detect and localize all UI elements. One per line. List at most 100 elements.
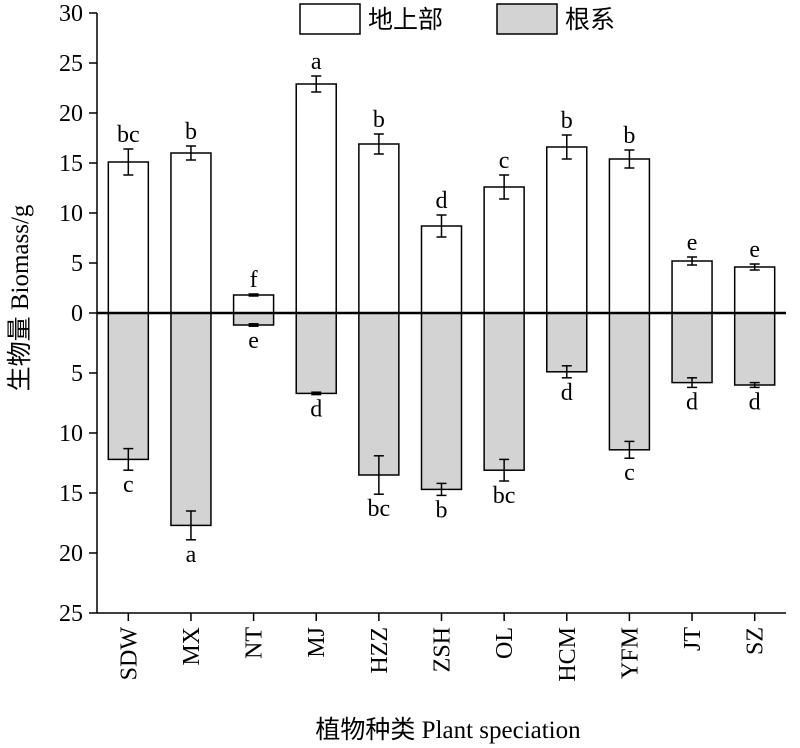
bar-aboveground-jt — [671, 260, 713, 314]
y-tick-label-upper-30: 30 — [59, 1, 83, 27]
errorbar-aboveground-hcm — [561, 134, 572, 160]
legend-swatch-root — [496, 3, 558, 35]
x-tick-label-mx: MX — [179, 627, 205, 666]
sig-label-root-yfm: c — [624, 460, 635, 486]
sig-label-root-sdw: c — [123, 472, 134, 498]
errorbar-root-mx — [185, 510, 196, 541]
bar-aboveground-mx — [170, 152, 212, 314]
bar-root-hcm — [546, 312, 588, 373]
x-tick-label-sz: SZ — [743, 627, 769, 655]
sig-label-aboveground-zsh: d — [436, 188, 448, 214]
y-tick-label-upper-15: 15 — [59, 151, 83, 177]
bar-root-zsh — [420, 312, 463, 491]
errorbar-aboveground-sz — [749, 263, 760, 271]
legend-swatch-aboveground — [299, 3, 361, 35]
y-tick-label-upper-0: 0 — [71, 301, 83, 327]
bar-root-hzz — [358, 312, 400, 476]
bar-root-mj — [295, 312, 337, 395]
sig-label-root-mx: a — [186, 542, 197, 568]
y-ticks: 30 25 20 15 10 5 0 5 10 15 20 25 — [59, 1, 97, 627]
errorbar-aboveground-nt — [248, 293, 259, 297]
y-tick-label-lower-25: 25 — [59, 601, 83, 627]
bar-root-sz — [733, 312, 776, 386]
sig-label-root-sz: d — [749, 389, 761, 415]
y-tick-label-lower-5: 5 — [71, 361, 83, 387]
y-tick-label-upper-25: 25 — [59, 51, 83, 77]
errorbar-aboveground-jt — [687, 256, 698, 266]
sig-label-aboveground-nt: f — [250, 267, 258, 293]
sig-label-aboveground-mj: a — [311, 49, 322, 75]
sig-label-root-mj: d — [310, 397, 322, 423]
legend-label-aboveground: 地上部 — [368, 6, 443, 34]
x-axis-title: 植物种类 Plant speciation — [315, 716, 581, 744]
errorbar-aboveground-ol — [499, 174, 510, 200]
y-tick-label-lower-20: 20 — [59, 541, 83, 567]
y-tick-label-upper-5: 5 — [71, 251, 83, 277]
bar-aboveground-nt — [232, 294, 275, 314]
errorbar-root-sz — [749, 381, 760, 389]
bar-aboveground-hzz — [358, 143, 400, 314]
bar-root-yfm — [608, 312, 651, 451]
legend: 地上部 根系 — [299, 3, 615, 35]
sig-label-root-hzz: bc — [368, 496, 391, 522]
sig-label-aboveground-hcm: b — [561, 108, 573, 134]
bar-aboveground-hcm — [546, 146, 588, 314]
x-ticks: SDW MX NT MJ HZZ ZSH OL HCM YFM JT SZ — [116, 613, 769, 682]
errorbar-root-sdw — [123, 447, 134, 471]
x-tick-label-nt: NT — [242, 627, 268, 659]
error-bars — [123, 75, 760, 541]
bars-aboveground — [107, 83, 776, 314]
errorbar-root-zsh — [436, 482, 447, 497]
errorbar-root-yfm — [624, 440, 635, 459]
sig-label-aboveground-jt: e — [687, 230, 698, 256]
errorbar-root-hcm — [561, 365, 572, 379]
x-tick-label-yfm: YFM — [617, 627, 643, 679]
sig-label-root-jt: d — [686, 389, 698, 415]
bar-aboveground-yfm — [608, 158, 651, 314]
sig-label-aboveground-yfm: b — [623, 123, 635, 149]
sig-label-root-nt: e — [248, 328, 259, 354]
errorbar-aboveground-yfm — [624, 149, 635, 169]
errorbar-root-ol — [499, 458, 510, 482]
sig-label-aboveground-ol: c — [499, 148, 510, 174]
y-tick-label-upper-10: 10 — [59, 201, 83, 227]
bar-root-sdw — [107, 312, 150, 461]
x-tick-label-jt: JT — [680, 627, 706, 651]
errorbar-root-jt — [687, 377, 698, 389]
errorbar-aboveground-zsh — [436, 214, 447, 238]
sig-label-root-zsh: b — [436, 497, 448, 523]
errorbar-root-mj — [311, 391, 322, 396]
bar-root-ol — [483, 312, 525, 471]
y-axis-title: 生物量 Biomass/g — [6, 204, 34, 391]
bar-aboveground-ol — [483, 186, 525, 314]
x-tick-label-mj: MJ — [304, 627, 330, 658]
y-tick-label-lower-15: 15 — [59, 481, 83, 507]
errorbar-root-hzz — [373, 455, 384, 495]
y-tick-label-lower-10: 10 — [59, 421, 83, 447]
bar-root-jt — [671, 312, 713, 384]
bar-aboveground-sz — [733, 266, 776, 314]
x-tick-label-zsh: ZSH — [430, 627, 456, 672]
sig-label-aboveground-sdw: bc — [117, 122, 140, 148]
errorbar-aboveground-mx — [185, 145, 196, 161]
errorbar-aboveground-hzz — [373, 133, 384, 155]
bar-aboveground-sdw — [107, 161, 150, 314]
sig-label-aboveground-mx: b — [185, 119, 197, 145]
sig-label-root-ol: bc — [493, 483, 516, 509]
bar-aboveground-zsh — [420, 225, 463, 314]
legend-label-root: 根系 — [565, 6, 615, 34]
bar-root-mx — [170, 312, 212, 527]
errorbar-aboveground-sdw — [123, 148, 134, 176]
bar-aboveground-mj — [295, 83, 337, 314]
sig-label-aboveground-hzz: b — [373, 107, 385, 133]
x-tick-label-hzz: HZZ — [367, 627, 393, 674]
x-tick-label-ol: OL — [492, 627, 518, 659]
errorbar-aboveground-mj — [311, 75, 322, 93]
y-tick-label-upper-20: 20 — [59, 101, 83, 127]
sig-label-root-hcm: d — [561, 380, 573, 406]
sig-label-aboveground-sz: e — [749, 237, 760, 263]
x-tick-label-hcm: HCM — [555, 627, 581, 682]
errorbar-root-nt — [248, 323, 259, 327]
